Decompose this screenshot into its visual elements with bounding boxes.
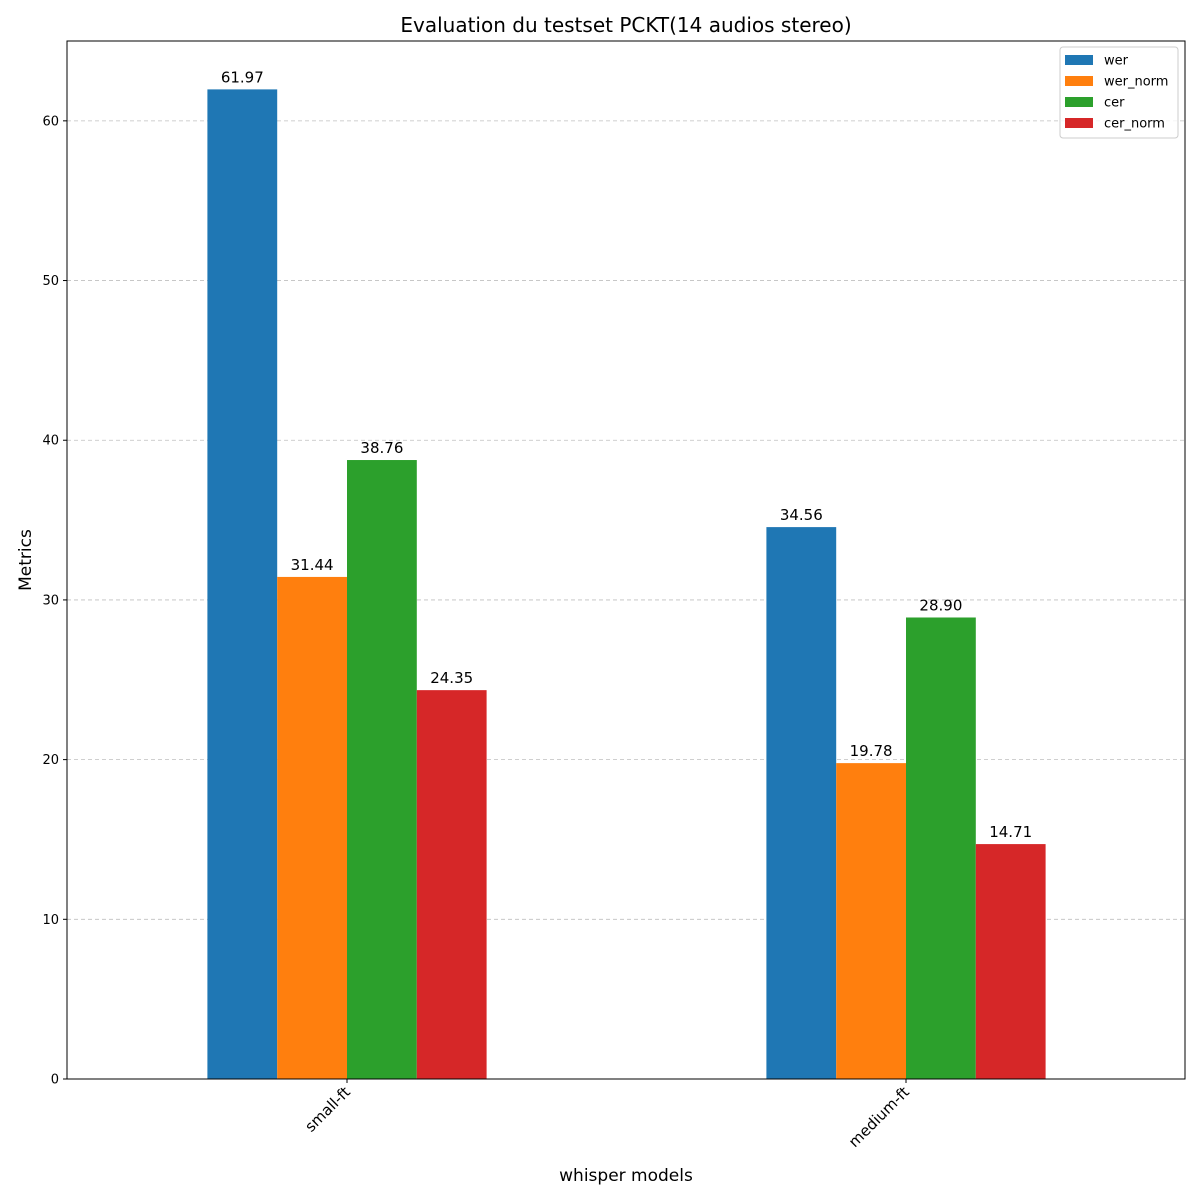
chart-title: Evaluation du testset PCKT(14 audios ste… [400,13,851,37]
bar-value-label: 14.71 [989,823,1032,841]
y-tick-label: 60 [42,114,59,129]
legend-swatch-wer_norm [1065,76,1093,86]
bar-cer-medium-ft [906,617,976,1079]
x-axis-label: whisper models [559,1166,693,1186]
bar-value-label: 24.35 [430,669,473,687]
bar-value-labels: 61.97 31.44 38.76 24.35 34.56 19.78 28.90 14.71 [221,68,1032,841]
bar-wer_norm-medium-ft [836,763,906,1079]
x-tick-label: small-ft [301,1083,354,1136]
legend-swatch-cer_norm [1065,118,1093,128]
y-axis-ticks: 0 10 20 30 40 50 60 [42,114,67,1088]
bar-cer_norm-medium-ft [975,844,1046,1079]
bar-wer_norm-small-ft [277,576,347,1079]
y-tick-label: 0 [51,1073,59,1088]
plot-frame [66,40,1186,1080]
legend-label-wer_norm: wer_norm [1104,75,1168,90]
legend-label-cer: cer [1104,96,1125,111]
bars [207,89,1046,1080]
y-axis-label: Metrics [16,529,36,591]
x-axis-ticks: small-ft medium-ft [301,1079,913,1151]
bar-value-label: 34.56 [780,506,823,524]
legend-frame [1059,46,1179,139]
y-tick-label: 20 [42,753,59,768]
bar-wer-medium-ft [766,527,837,1079]
y-tick-label: 30 [42,593,59,608]
y-tick-label: 50 [42,274,59,289]
bar-wer-small-ft [207,89,278,1079]
bar-value-label: 61.97 [221,68,264,86]
bar-value-label: 28.90 [919,596,962,614]
legend-swatch-wer [1065,55,1093,65]
bar-cer_norm-small-ft [416,690,487,1079]
bar-value-label: 19.78 [850,742,893,760]
legend-swatch-cer [1065,97,1093,107]
y-tick-label: 10 [42,913,59,928]
bar-value-label: 31.44 [291,556,334,574]
x-tick-label: medium-ft [845,1083,913,1151]
legend-label-cer_norm: cer_norm [1104,117,1165,132]
legend-label-wer: wer [1104,54,1129,69]
y-tick-label: 40 [42,434,59,449]
bar-cer-small-ft [347,460,417,1080]
bar-value-label: 38.76 [360,439,403,457]
